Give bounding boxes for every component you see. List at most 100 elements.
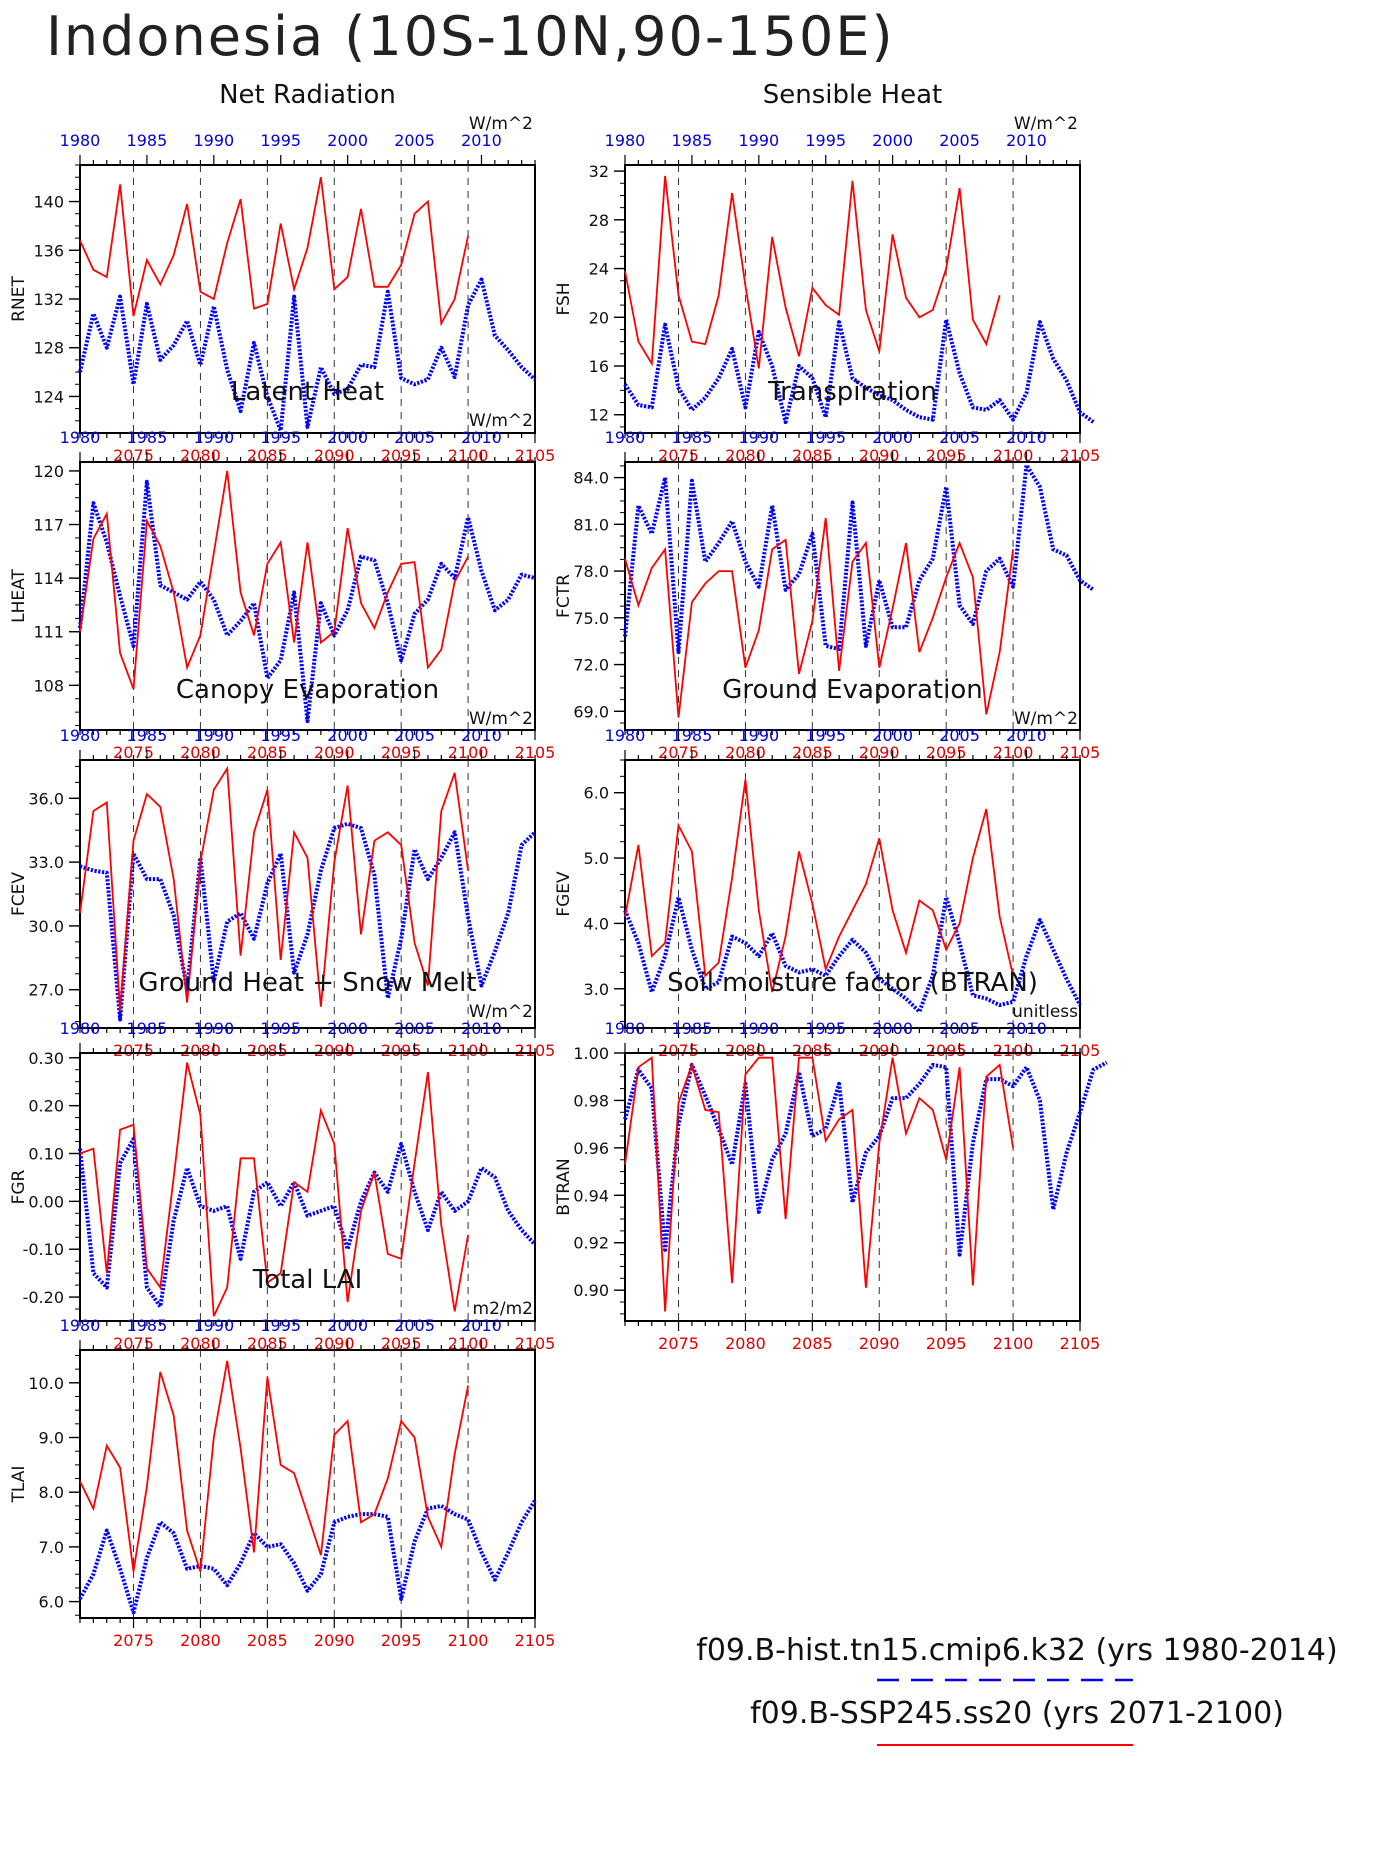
x-tick-label-top: 1995 <box>260 726 301 745</box>
x-tick-label-bottom: 2105 <box>1060 1334 1101 1353</box>
x-tick-label-top: 1990 <box>193 428 234 447</box>
x-tick-label-top: 1980 <box>60 1019 101 1038</box>
panel-fgr: Ground Heat + Snow Melt W/m^2 2075 2080 2085… <box>9 968 555 1353</box>
series-line-future <box>79 470 469 690</box>
series-line-future <box>624 779 1014 993</box>
y-tick-label: 10.0 <box>28 1374 64 1393</box>
x-tick-label-bottom: 2080 <box>725 446 766 465</box>
x-tick-label-top: 1995 <box>260 131 301 150</box>
units-label: W/m^2 <box>469 411 533 431</box>
x-tick-label-bottom: 2090 <box>314 1631 355 1650</box>
units-label: W/m^2 <box>1014 709 1078 729</box>
x-tick-label-top: 1995 <box>805 428 846 447</box>
y-axis-label: RNET <box>9 276 29 322</box>
y-tick-label: 27.0 <box>28 981 64 1000</box>
x-tick-label-top: 1990 <box>193 1019 234 1038</box>
x-tick-label-top: 2010 <box>1006 428 1047 447</box>
y-tick-label: 75.0 <box>573 609 609 628</box>
y-tick-label: 128 <box>33 339 64 358</box>
x-tick-label-top: 2010 <box>461 1316 502 1335</box>
y-tick-label: 84.0 <box>573 469 609 488</box>
y-tick-label: 114 <box>33 569 64 588</box>
series-line-future <box>79 1062 469 1317</box>
series-line-future <box>79 765 469 1012</box>
x-tick-label-bottom: 2095 <box>381 1631 422 1650</box>
x-tick-label-top: 1995 <box>805 131 846 150</box>
x-tick-label-top: 2005 <box>394 131 435 150</box>
x-tick-label-top: 1985 <box>127 1019 168 1038</box>
x-tick-label-bottom: 2085 <box>247 743 288 762</box>
x-tick-label-top: 2000 <box>872 726 913 745</box>
y-tick-label: 7.0 <box>39 1538 64 1557</box>
x-tick-label-bottom: 2080 <box>180 446 221 465</box>
panel-title: Soil moisture factor (BTRAN) <box>667 968 1038 998</box>
y-tick-label: 16 <box>589 357 609 376</box>
series-line-historical <box>623 895 1082 1014</box>
x-tick-label-top: 1995 <box>260 428 301 447</box>
x-tick-label-bottom: 2100 <box>993 743 1034 762</box>
y-axis-label: TLAI <box>9 1466 29 1504</box>
series-line-future <box>624 175 1001 369</box>
series-line-future <box>624 1056 1014 1312</box>
x-tick-label-bottom: 2075 <box>113 743 154 762</box>
x-tick-label-bottom: 2075 <box>113 446 154 465</box>
x-tick-label-top: 2005 <box>939 726 980 745</box>
x-tick-label-bottom: 2095 <box>381 446 422 465</box>
y-tick-label: 124 <box>33 387 64 406</box>
y-tick-label: 81.0 <box>573 515 609 534</box>
x-tick-label-top: 1990 <box>738 1019 779 1038</box>
x-tick-label-bottom: 2105 <box>515 1631 556 1650</box>
x-tick-label-bottom: 2095 <box>381 1334 422 1353</box>
y-tick-label: 6.0 <box>39 1593 64 1612</box>
units-label: W/m^2 <box>469 709 533 729</box>
x-tick-label-bottom: 2105 <box>1060 743 1101 762</box>
x-tick-label-bottom: 2095 <box>381 743 422 762</box>
y-axis-label: FGR <box>9 1169 29 1204</box>
x-tick-label-top: 1990 <box>738 726 779 745</box>
panel-rnet: Net Radiation W/m^2 2075 2080 2085 2090 2095 21… <box>9 80 555 465</box>
x-tick-label-bottom: 2095 <box>926 1334 967 1353</box>
x-tick-label-top: 1985 <box>672 131 713 150</box>
y-tick-label: 111 <box>33 623 64 642</box>
x-tick-label-bottom: 2085 <box>247 1334 288 1353</box>
x-tick-label-top: 1990 <box>738 131 779 150</box>
x-tick-label-top: 1990 <box>193 131 234 150</box>
y-axis-label: FCEV <box>9 872 29 916</box>
y-tick-label: 0.92 <box>573 1234 609 1253</box>
x-tick-label-bottom: 2085 <box>792 1334 833 1353</box>
x-tick-label-bottom: 2105 <box>515 446 556 465</box>
y-tick-label: 136 <box>33 241 64 260</box>
x-tick-label-top: 2010 <box>461 131 502 150</box>
panel-fsh: Sensible Heat W/m^2 2075 2080 2085 2090 2095 21… <box>554 80 1100 465</box>
x-tick-label-top: 2010 <box>461 1019 502 1038</box>
y-tick-label: 0.90 <box>573 1281 609 1300</box>
units-label: m2/m2 <box>473 1299 533 1319</box>
x-tick-label-top: 2000 <box>327 726 368 745</box>
y-tick-label: 0.94 <box>573 1186 609 1205</box>
x-tick-label-top: 1995 <box>805 726 846 745</box>
y-tick-label: 1.00 <box>573 1044 609 1063</box>
plot-frame <box>624 1052 1081 1322</box>
x-tick-label-bottom: 2080 <box>180 1631 221 1650</box>
x-tick-label-top: 2005 <box>394 1316 435 1335</box>
x-tick-label-bottom: 2100 <box>448 743 489 762</box>
x-tick-label-top: 2010 <box>1006 131 1047 150</box>
x-tick-label-top: 1980 <box>605 428 646 447</box>
units-label: unitless <box>1012 1002 1078 1022</box>
series-line-historical <box>623 1060 1108 1257</box>
y-tick-label: 72.0 <box>573 656 609 675</box>
x-tick-label-bottom: 2085 <box>792 743 833 762</box>
y-tick-label: -0.20 <box>23 1288 64 1307</box>
y-tick-label: 0.96 <box>573 1139 609 1158</box>
panel-tlai: Total LAI m2/m2 2075 2080 2085 2090 2095 2100 21… <box>9 1265 555 1650</box>
x-tick-label-top: 1980 <box>60 428 101 447</box>
y-tick-label: 9.0 <box>39 1429 64 1448</box>
units-label: W/m^2 <box>469 114 533 134</box>
x-tick-label-bottom: 2090 <box>859 1334 900 1353</box>
x-tick-label-bottom: 2105 <box>515 1334 556 1353</box>
y-axis-label: FGEV <box>554 871 574 917</box>
x-tick-label-bottom: 2100 <box>448 446 489 465</box>
x-tick-label-bottom: 2075 <box>113 1334 154 1353</box>
panels-group: Net Radiation W/m^2 2075 2080 2085 2090 2095 21… <box>9 80 1108 1650</box>
